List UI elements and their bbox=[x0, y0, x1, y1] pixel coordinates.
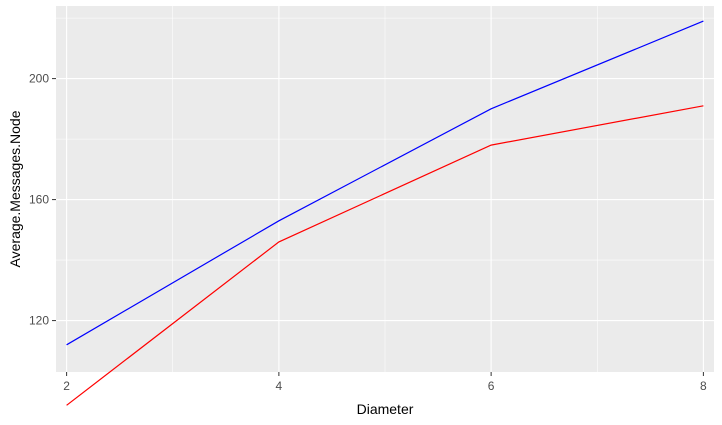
y-tick-label: 160 bbox=[29, 193, 49, 207]
grid-lines bbox=[56, 6, 714, 372]
y-axis-ticks: 120 160 200 bbox=[29, 72, 56, 328]
x-axis-title: Diameter bbox=[357, 401, 414, 417]
y-tick-label: 200 bbox=[29, 72, 49, 86]
x-tick-label: 2 bbox=[63, 379, 70, 393]
series-lines bbox=[66, 20, 704, 406]
series-line-1 bbox=[66, 20, 704, 346]
y-tick-label: 120 bbox=[29, 314, 49, 328]
x-axis-ticks: 2 4 6 8 bbox=[63, 372, 707, 393]
x-tick-label: 8 bbox=[700, 379, 707, 393]
series-line-2 bbox=[66, 105, 704, 406]
x-tick-label: 4 bbox=[276, 379, 283, 393]
x-tick-label: 6 bbox=[488, 379, 495, 393]
y-axis-title: Average.Messages.Node bbox=[7, 110, 23, 267]
